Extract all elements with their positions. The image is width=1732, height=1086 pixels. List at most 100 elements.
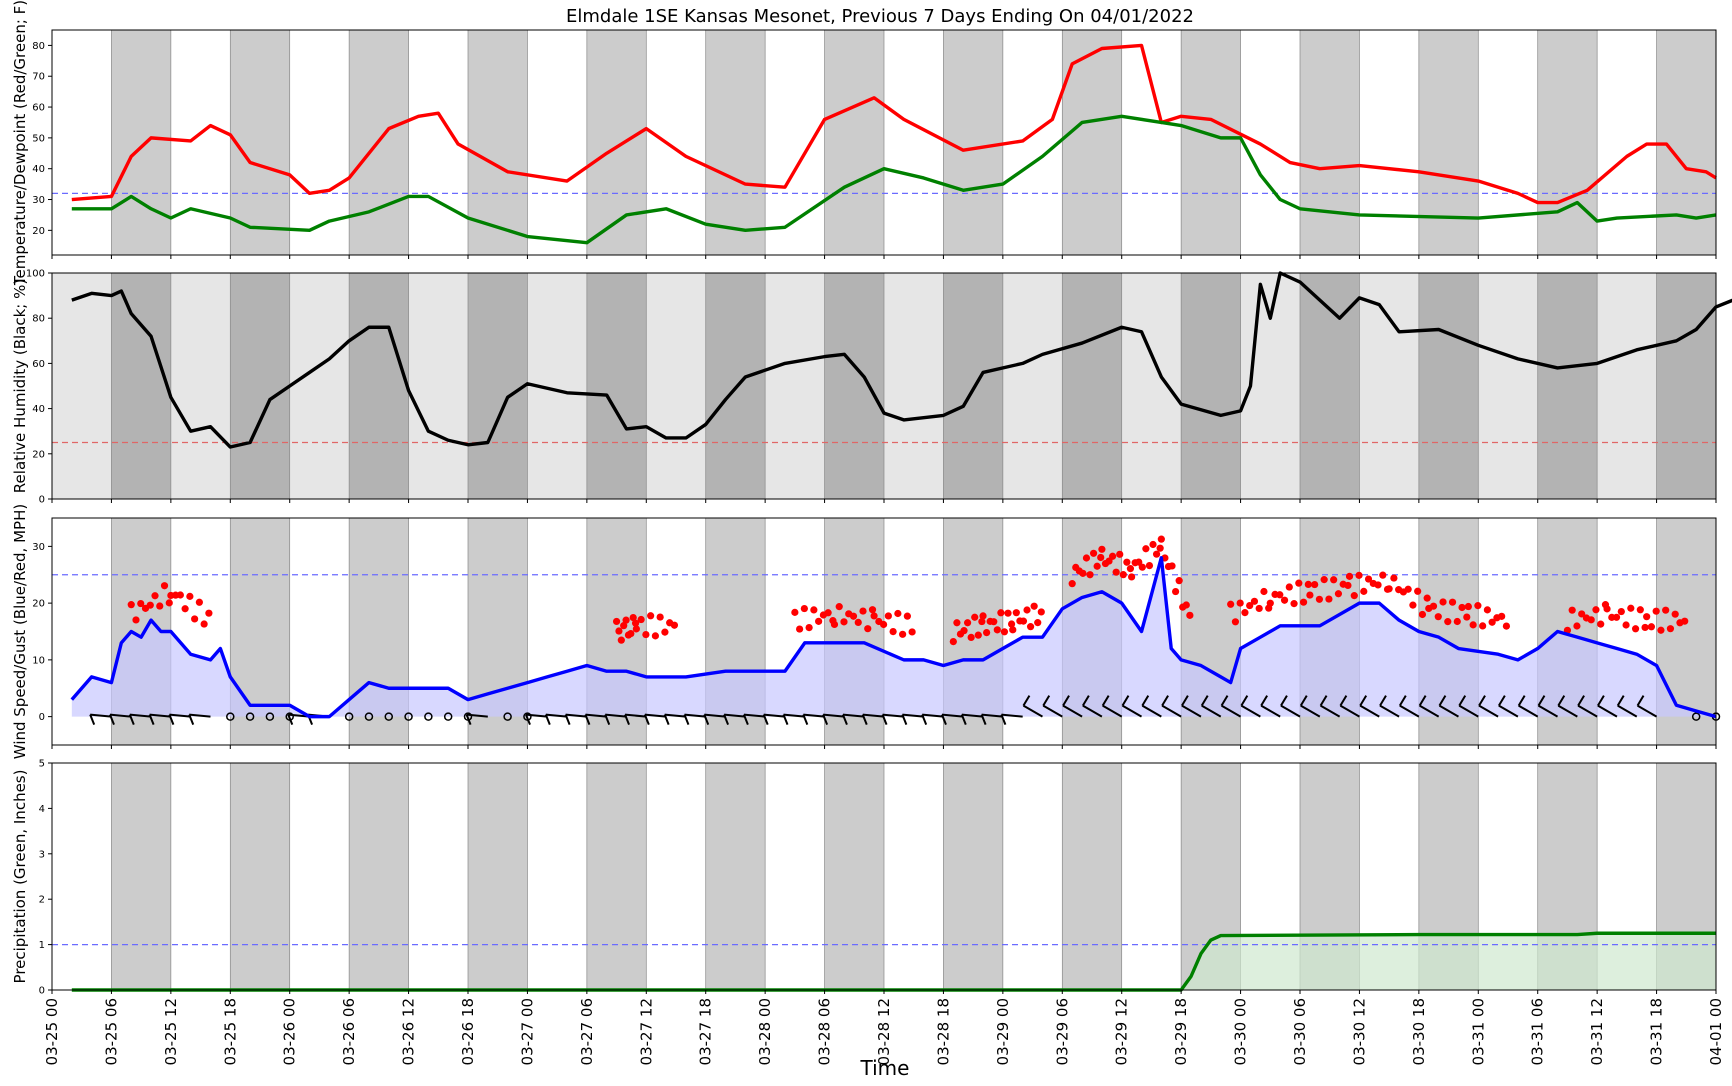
wind-barb bbox=[1537, 704, 1559, 718]
wind-barb-flag bbox=[1597, 695, 1605, 707]
wind-barb-flag bbox=[822, 714, 829, 726]
gust-dot bbox=[908, 628, 916, 636]
x-tick-label: 03-31 18 bbox=[1648, 998, 1666, 1065]
calm-wind-circle bbox=[226, 712, 235, 721]
wind-barb-flag bbox=[109, 714, 115, 726]
gust-dot bbox=[647, 612, 655, 620]
humidity-band bbox=[824, 273, 884, 499]
wind-barb bbox=[1617, 704, 1638, 718]
precipitation-band bbox=[824, 763, 884, 990]
wind-barb-flag bbox=[1181, 695, 1189, 707]
gust-dot bbox=[840, 618, 848, 626]
calm-wind-circle bbox=[364, 712, 374, 721]
x-tick-label: 03-28 18 bbox=[934, 998, 952, 1065]
gust-dot bbox=[1280, 596, 1289, 604]
wind-barb bbox=[1201, 704, 1222, 718]
wind-barb-flag bbox=[188, 714, 195, 726]
wind-ytick-label: 30 bbox=[32, 542, 45, 553]
wind-barb bbox=[743, 713, 766, 718]
gust-dot bbox=[1068, 580, 1076, 588]
gust-dot bbox=[195, 598, 203, 606]
gust-dot bbox=[967, 633, 975, 641]
temperature-band bbox=[705, 30, 766, 255]
wind-barb bbox=[1102, 704, 1123, 718]
wind-barb bbox=[624, 713, 647, 718]
gust-dot bbox=[960, 627, 968, 635]
temperature-band bbox=[468, 30, 528, 255]
wind-barb bbox=[1478, 704, 1499, 718]
gust-dot bbox=[1123, 558, 1131, 566]
gust-dot bbox=[899, 630, 907, 638]
wind-barb bbox=[1438, 704, 1459, 718]
calm-wind-circle bbox=[285, 712, 294, 721]
gust-dot bbox=[1681, 617, 1689, 625]
humidity-band bbox=[1062, 273, 1122, 499]
gust-dot bbox=[990, 618, 998, 626]
x-tick-label: 03-30 18 bbox=[1410, 998, 1428, 1065]
precipitation-ytick-label: 3 bbox=[39, 849, 45, 860]
wind-barb-flag bbox=[1359, 695, 1368, 707]
temperature-ytick-label: 40 bbox=[32, 164, 45, 175]
wind-barb bbox=[1419, 704, 1440, 718]
gust-dot bbox=[1568, 606, 1576, 614]
humidity-band bbox=[468, 273, 528, 499]
wind-barb bbox=[1082, 704, 1103, 718]
wind-barb-flag bbox=[1260, 695, 1268, 707]
calm-wind-circle bbox=[523, 712, 532, 721]
humidity-band bbox=[586, 273, 647, 499]
x-tick-label: 03-28 00 bbox=[756, 998, 774, 1065]
calm-wind-circle bbox=[404, 712, 413, 721]
gust-dot bbox=[1246, 601, 1254, 610]
wind-barb bbox=[981, 713, 1003, 718]
wind-barb-flag bbox=[861, 714, 868, 726]
wind-barb-flag bbox=[1577, 695, 1585, 707]
wind-barb bbox=[1399, 704, 1420, 718]
x-tick-label: 03-29 18 bbox=[1172, 998, 1190, 1065]
gust-dot bbox=[1325, 595, 1333, 603]
gust-dot bbox=[824, 609, 832, 617]
gust-dot bbox=[1657, 626, 1665, 634]
wind-barb bbox=[1379, 704, 1400, 718]
gust-dot bbox=[1671, 610, 1679, 618]
gust-dot bbox=[661, 628, 669, 636]
gust-dot bbox=[1126, 565, 1135, 573]
wind-barb-flag bbox=[980, 714, 987, 726]
gust-dot bbox=[1474, 602, 1482, 610]
gust-dot bbox=[637, 615, 645, 624]
wind-barb-flag bbox=[168, 714, 175, 726]
x-tick-label: 03-31 00 bbox=[1469, 998, 1487, 1065]
gust-dot bbox=[903, 612, 911, 620]
gust-dot bbox=[1182, 601, 1190, 609]
wind-barb bbox=[1161, 704, 1182, 718]
gust-dot bbox=[200, 620, 208, 628]
gust-dot bbox=[1350, 592, 1358, 600]
x-tick-label: 03-31 12 bbox=[1588, 998, 1606, 1065]
gust-dot bbox=[1023, 606, 1031, 614]
wind-barb-flag bbox=[1161, 695, 1169, 707]
gust-dot bbox=[1643, 613, 1651, 621]
gust-dot bbox=[1379, 571, 1387, 579]
wind-barb-flag bbox=[1062, 695, 1070, 707]
wind-barb-flag bbox=[1379, 695, 1387, 707]
x-tick-label: 03-29 06 bbox=[1053, 998, 1071, 1065]
wind-ytick-label: 20 bbox=[32, 599, 45, 610]
wind-barb-flag bbox=[1458, 695, 1467, 707]
gust-dot bbox=[1652, 607, 1660, 615]
wind-barb-flag bbox=[1339, 695, 1348, 707]
precipitation-band bbox=[111, 763, 171, 990]
wind-barb-flag bbox=[723, 714, 730, 726]
wind-barb bbox=[882, 713, 904, 718]
x-axis-label: Time bbox=[860, 1056, 910, 1080]
humidity-band bbox=[1537, 273, 1598, 499]
temperature-ytick-label: 20 bbox=[32, 226, 45, 237]
gust-dot bbox=[978, 617, 986, 626]
precipitation-series-0-line bbox=[71, 931, 1716, 992]
gust-dot bbox=[1236, 599, 1244, 607]
x-tick-label: 03-26 12 bbox=[400, 998, 418, 1065]
gust-dot bbox=[983, 629, 991, 637]
gust-dot bbox=[1171, 587, 1180, 596]
gust-dot bbox=[1168, 562, 1176, 570]
gust-dot bbox=[796, 625, 804, 633]
wind-barb bbox=[783, 713, 805, 718]
